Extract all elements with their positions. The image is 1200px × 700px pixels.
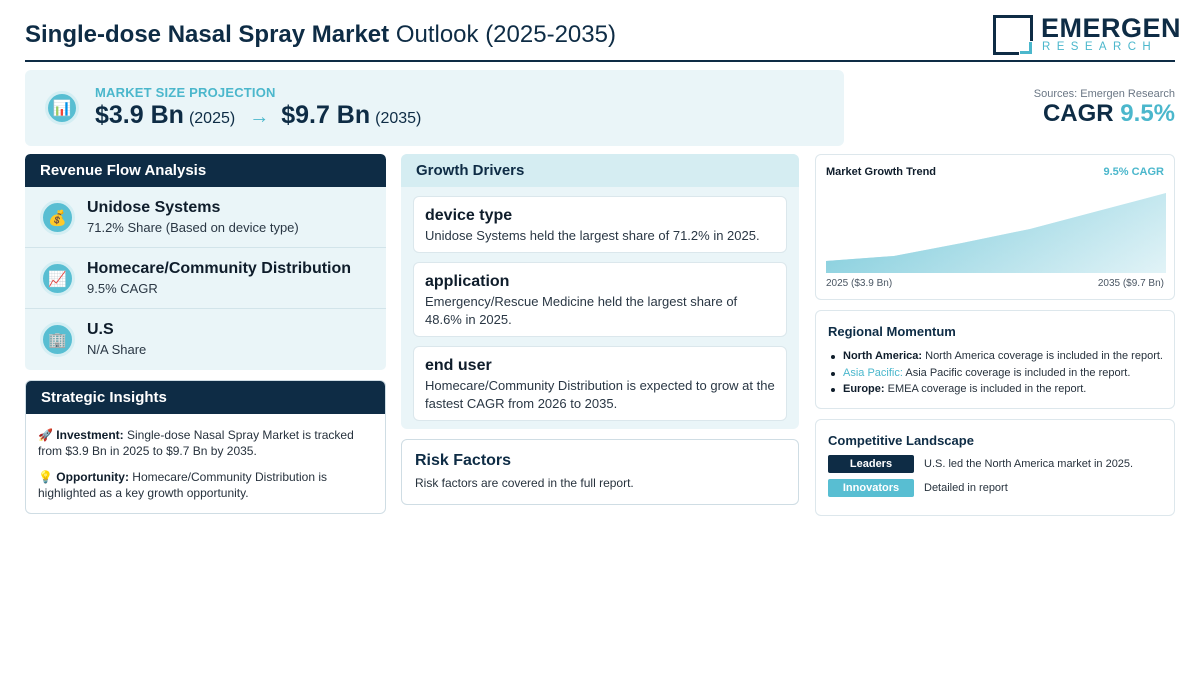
start-year: (2025) — [188, 110, 236, 127]
list-item: Asia Pacific: Asia Pacific coverage is i… — [828, 365, 1163, 382]
list-item: North America: North America coverage is… — [828, 348, 1163, 365]
money-bag-icon: 💰 — [40, 200, 75, 235]
driver-text: Unidose Systems held the largest share o… — [425, 228, 760, 243]
logo-word: EMERGEN — [1041, 13, 1182, 43]
arrow-icon: → — [249, 106, 270, 128]
trend-area-chart — [826, 193, 1166, 273]
opportunity-insight: 💡 Opportunity: Homecare/Community Distri… — [38, 470, 328, 500]
logo-mark-icon — [993, 15, 1033, 55]
sources-text: Sources: Emergen Research — [1033, 88, 1175, 100]
risk-factors-card: Risk Factors Risk factors are covered in… — [401, 439, 799, 505]
rocket-icon: 🚀 — [38, 428, 53, 442]
revenue-flow-card: Revenue Flow Analysis 💰 Unidose Systems … — [25, 154, 386, 370]
projection-values: $3.9 Bn (2025) → $9.7 Bn (2035) — [95, 101, 421, 130]
strategic-insights-title: Strategic Insights — [26, 381, 385, 414]
logo-subword: RESEARCH — [1042, 41, 1158, 53]
driver-text: Emergency/Rescue Medicine held the large… — [425, 294, 738, 327]
regional-list: North America: North America coverage is… — [828, 348, 1163, 398]
end-value: $9.7 Bn — [281, 101, 371, 129]
cagr-headline: CAGR 9.5% — [1042, 100, 1175, 127]
revenue-item-title: Unidose Systems — [87, 199, 221, 216]
strategic-insights-card: Strategic Insights 🚀 Investment: Single-… — [25, 380, 386, 514]
revenue-item: 💰 Unidose Systems 71.2% Share (Based on … — [25, 187, 386, 248]
driver-item: end user Homecare/Community Distribution… — [413, 346, 787, 421]
leaders-badge: Leaders — [828, 455, 914, 473]
projection-label: MARKET SIZE PROJECTION — [95, 85, 276, 100]
driver-title: end user — [425, 357, 492, 374]
driver-item: application Emergency/Rescue Medicine he… — [413, 262, 787, 337]
competitive-text: Detailed in report — [924, 482, 1008, 494]
competitive-text: U.S. led the North America market in 202… — [924, 458, 1134, 470]
regional-title: Regional Momentum — [828, 324, 956, 339]
end-year: (2035) — [375, 110, 422, 127]
lightbulb-icon: 💡 — [38, 470, 53, 484]
risk-factors-title: Risk Factors — [415, 452, 512, 469]
revenue-flow-title: Revenue Flow Analysis — [25, 154, 386, 187]
trend-title: Market Growth Trend — [826, 166, 937, 178]
competitive-title: Competitive Landscape — [828, 433, 974, 448]
start-value: $3.9 Bn — [95, 101, 184, 129]
driver-title: application — [425, 273, 510, 290]
trend-chart-icon: 📈 — [40, 261, 75, 296]
bar-chart-icon: 📊 — [45, 91, 79, 125]
market-size-projection: 📊 MARKET SIZE PROJECTION $3.9 Bn (2025) → $… — [25, 70, 844, 146]
regional-momentum-card: Regional Momentum North America: North A… — [815, 310, 1175, 409]
competitive-row: Leaders U.S. led the North America marke… — [828, 455, 1168, 473]
list-item: Europe: EMEA coverage is included in the… — [828, 381, 1163, 398]
page-title: Single-dose Nasal Spray Market Outlook (… — [25, 21, 616, 48]
growth-drivers-card: Growth Drivers device type Unidose Syste… — [401, 154, 799, 429]
market-growth-trend-card: Market Growth Trend 9.5% CAGR 2025 ($3.9… — [815, 154, 1175, 300]
growth-drivers-title: Growth Drivers — [401, 154, 799, 187]
page-header: Single-dose Nasal Spray Market Outlook (… — [25, 12, 1181, 62]
investment-insight: 🚀 Investment: Single-dose Nasal Spray Ma… — [38, 428, 354, 458]
revenue-item: 🏢 U.S N/A Share — [25, 309, 386, 370]
driver-item: device type Unidose Systems held the lar… — [413, 196, 787, 253]
revenue-item-title: Homecare/Community Distribution — [87, 260, 352, 277]
revenue-item-subtitle: 71.2% Share (Based on device type) — [87, 220, 299, 235]
innovators-badge: Innovators — [828, 479, 914, 497]
revenue-item: 📈 Homecare/Community Distribution 9.5% C… — [25, 248, 386, 309]
competitive-row: Innovators Detailed in report — [828, 479, 1168, 497]
risk-factors-text: Risk factors are covered in the full rep… — [415, 476, 634, 490]
trend-end-label: 2035 ($9.7 Bn) — [1097, 278, 1164, 289]
trend-start-label: 2025 ($3.9 Bn) — [826, 278, 893, 289]
revenue-item-title: U.S — [87, 321, 114, 338]
emergen-logo[interactable]: EMERGEN RESEARCH — [993, 13, 1181, 56]
driver-text: Homecare/Community Distribution is expec… — [425, 378, 775, 411]
driver-title: device type — [425, 207, 513, 224]
competitive-landscape-card: Competitive Landscape Leaders U.S. led t… — [815, 419, 1175, 516]
trend-area-overlay — [826, 193, 1166, 273]
trend-cagr: 9.5% CAGR — [1103, 166, 1164, 178]
revenue-item-subtitle: N/A Share — [87, 342, 147, 357]
revenue-item-subtitle: 9.5% CAGR — [87, 281, 158, 296]
building-icon: 🏢 — [40, 322, 75, 357]
